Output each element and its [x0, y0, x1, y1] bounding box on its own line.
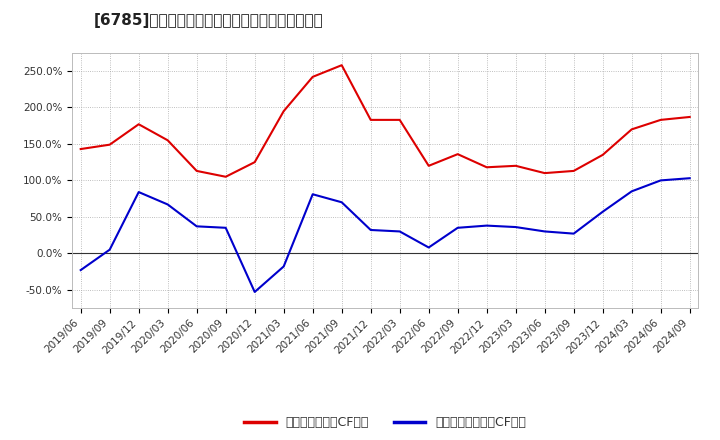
Text: [6785]　有利子負債キャッシュフロー比率の推移: [6785] 有利子負債キャッシュフロー比率の推移 — [94, 13, 323, 28]
Legend: 有利子負債営業CF比率, 有利子負債フリーCF比率: 有利子負債営業CF比率, 有利子負債フリーCF比率 — [239, 411, 531, 434]
